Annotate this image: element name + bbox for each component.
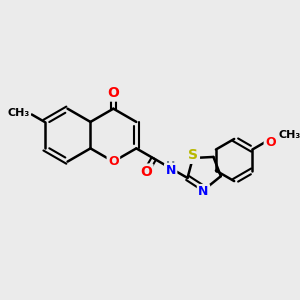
Text: O: O <box>265 136 276 149</box>
Text: CH₃: CH₃ <box>8 108 30 118</box>
Text: H: H <box>166 161 175 171</box>
Text: CH₃: CH₃ <box>278 130 300 140</box>
Text: O: O <box>108 155 119 168</box>
Text: N: N <box>198 185 208 198</box>
Text: N: N <box>166 164 176 177</box>
Text: O: O <box>107 86 119 100</box>
Text: O: O <box>140 165 152 179</box>
Text: S: S <box>188 148 198 162</box>
